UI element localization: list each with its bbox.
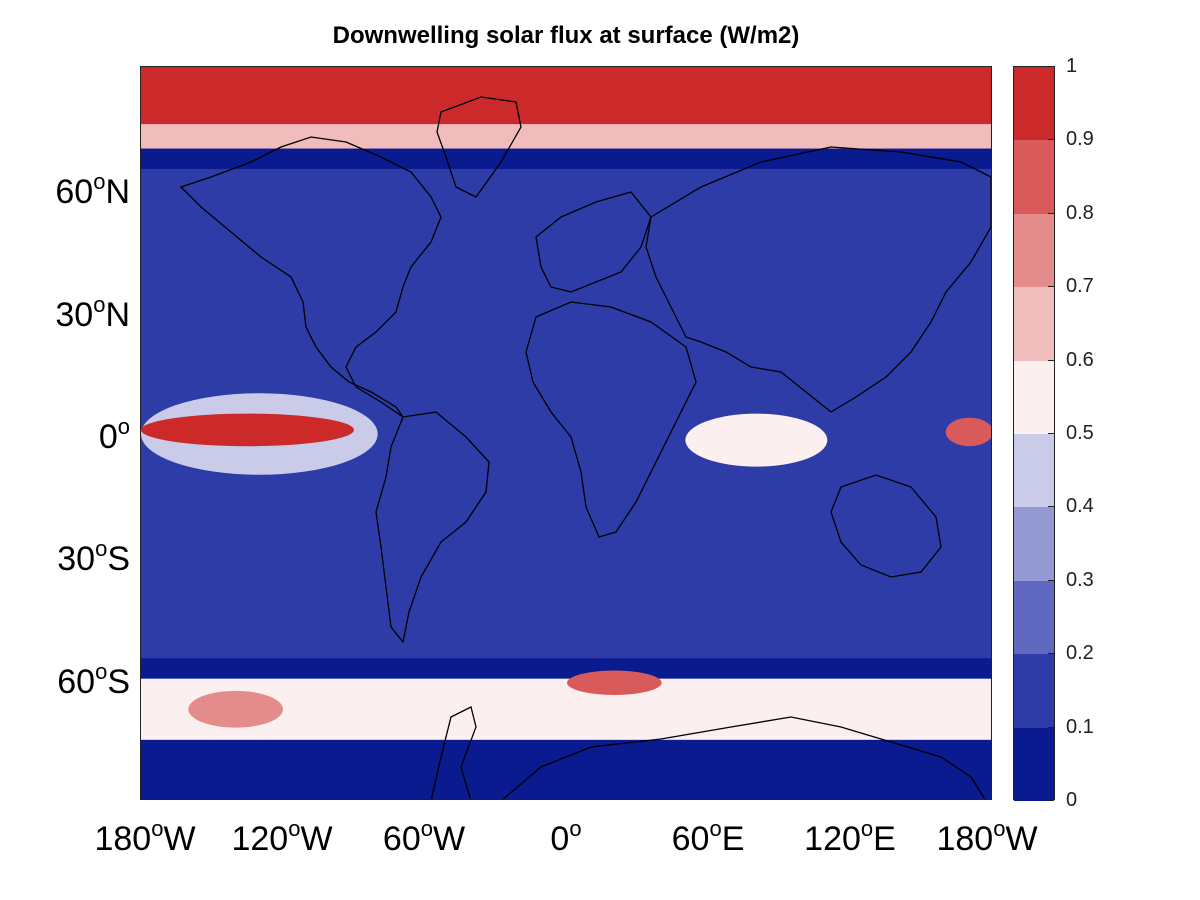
coastline-antarctica [430, 706, 986, 799]
colorbar-segment [1014, 727, 1054, 801]
colorbar-segment [1014, 213, 1054, 288]
colorbar-segment [1014, 360, 1054, 434]
lon-tick-label: 60oW [382, 816, 466, 858]
colorbar-segment [1014, 580, 1054, 655]
colorbar-tick-mark [1048, 359, 1054, 361]
colorbar-segment [1014, 654, 1054, 728]
colorbar-tick-mark [1048, 66, 1054, 67]
coastline-europe [535, 191, 652, 293]
lat-tick-label: 30oN [55, 291, 130, 334]
colorbar-segment [1014, 67, 1054, 141]
field-equatorial-pacific-high [141, 413, 354, 447]
colorbar-tick-mark [1048, 433, 1054, 434]
lon-tick-label: 180oW [936, 816, 1038, 858]
colorbar-tick-label: 0.5 [1066, 422, 1094, 444]
colorbar-tick-mark [1048, 579, 1054, 581]
coastline-south-america [375, 411, 490, 644]
colorbar-tick-mark [1048, 726, 1054, 728]
colorbar-tick-label: 0.7 [1066, 275, 1094, 298]
field-equatorial-indian-ocean [685, 413, 828, 467]
field-southern-ocean-peak-pacific [188, 690, 283, 728]
colorbar-tick-label: 1 [1066, 55, 1078, 77]
contour-map [141, 67, 991, 799]
colorbar-segment [1014, 287, 1054, 361]
colorbar-tick-label: 0.3 [1066, 568, 1094, 591]
coastline-africa [525, 301, 697, 538]
lat-tick-label: 0o [98, 414, 130, 456]
coastlines [179, 96, 991, 799]
lon-tick-label: 60oE [671, 816, 745, 858]
colorbar-tick-label: 0.1 [1066, 715, 1094, 738]
field-southern-ocean-peak-atlantic [567, 670, 662, 695]
field-arctic-band [141, 67, 991, 129]
colorbar-tick-label: 0 [1066, 789, 1078, 811]
colorbar-tick-mark [1048, 212, 1054, 214]
colorbar-tick-label: 0.9 [1066, 128, 1094, 151]
colorbar-tick-label: 0.4 [1066, 495, 1094, 518]
colorbar-tick-label: 0.8 [1066, 201, 1094, 224]
colorbar-tick-label: 0.6 [1066, 348, 1094, 371]
lat-tick-label: 30oS [57, 536, 130, 579]
colorbar-tick-mark [1048, 139, 1054, 141]
colorbar-segment [1014, 140, 1054, 214]
colorbar-tick-mark [1048, 800, 1054, 801]
field-western-pacific-high [945, 417, 991, 447]
flux-field [141, 67, 991, 740]
colorbar-segment [1014, 434, 1054, 508]
field-arctic-edge [141, 124, 991, 149]
colorbar [1013, 66, 1055, 801]
coastline-australia [830, 474, 942, 578]
chart-title: Downwelling solar flux at surface (W/m2) [332, 22, 800, 49]
colorbar-tick-mark [1048, 286, 1054, 288]
lat-tick-label: 60oN [55, 169, 130, 212]
colorbar-segment [1014, 507, 1054, 581]
lon-tick-label: 120oE [804, 816, 896, 858]
colorbar-tick-label: 0.2 [1066, 642, 1094, 665]
lon-tick-label: 120oW [231, 816, 333, 858]
colorbar-tick-mark [1048, 506, 1054, 508]
map-plot-area [140, 66, 992, 800]
colorbar-tick-mark [1048, 653, 1054, 655]
coastline-north-america [179, 136, 442, 418]
lon-tick-label: 0o [550, 816, 582, 858]
lon-tick-label: 180oW [94, 816, 196, 858]
lat-tick-label: 60oS [57, 658, 130, 701]
coastline-asia [645, 146, 991, 413]
coastline-greenland [436, 96, 522, 198]
